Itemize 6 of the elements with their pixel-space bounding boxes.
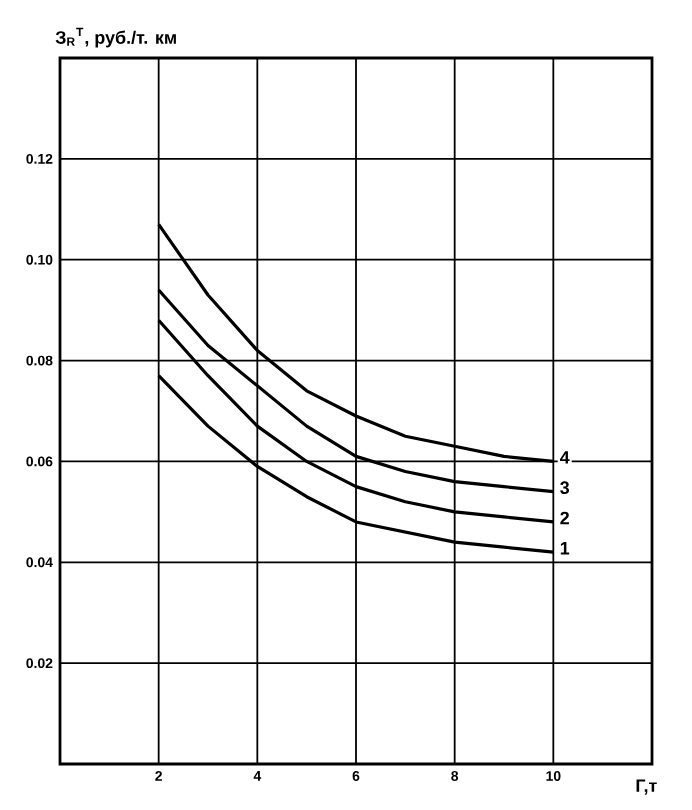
series-label: 4 xyxy=(560,451,570,464)
series-label: 3 xyxy=(560,481,570,495)
series-label: 2 xyxy=(560,511,569,525)
x-axis-title: Г,т xyxy=(636,779,657,795)
y-axis-title: З$_{R}$$^{T}$, руб./т. км xyxy=(55,27,176,48)
series-label: 1 xyxy=(560,542,570,555)
